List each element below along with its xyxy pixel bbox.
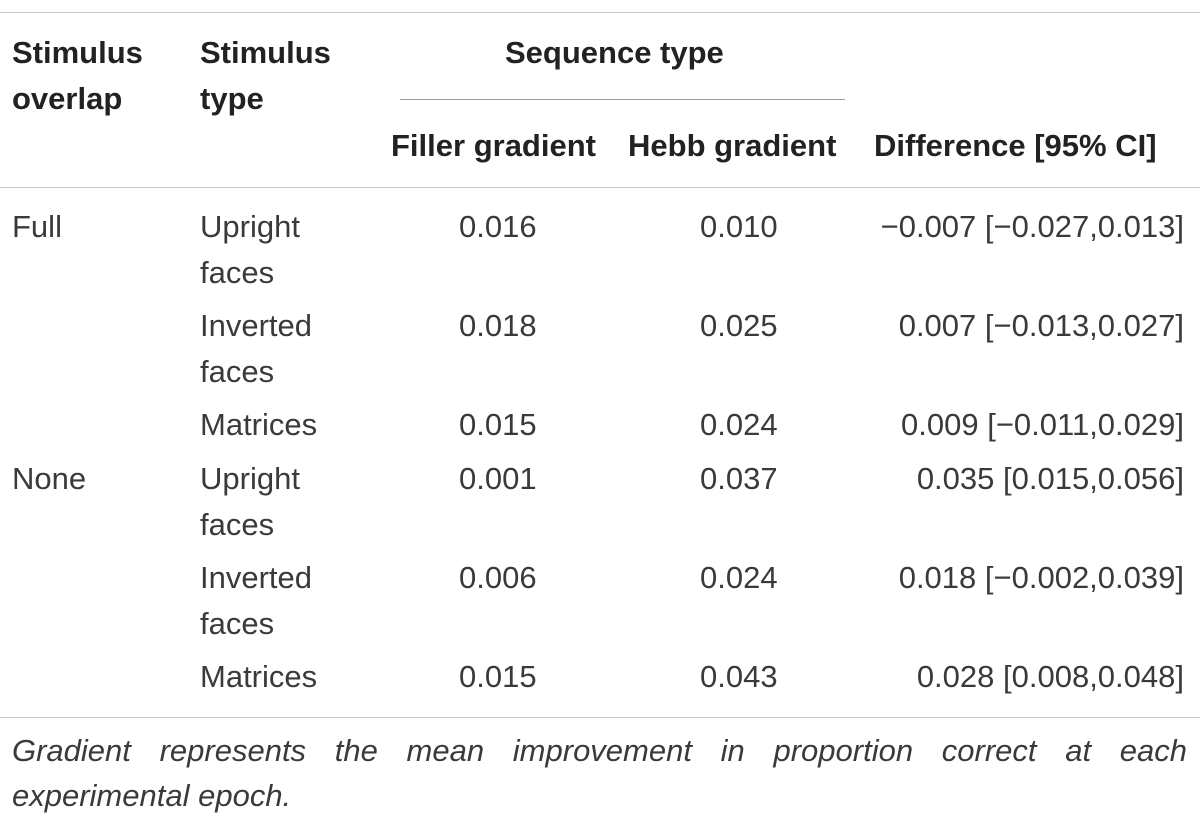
table-footnote: Gradient represents the mean improvement… [12,733,1187,813]
cell-difference: 0.028 [0.008,0.048] [916,659,1184,694]
cell-hebb-gradient: 0.043 [700,659,778,694]
header-filler-gradient: Filler gradient [391,128,596,163]
cell-hebb-gradient: 0.010 [700,209,778,244]
sequence-type-underline [400,99,845,100]
table-top-rule [0,12,1200,13]
table-bottom-rule [0,717,1200,718]
cell-stimulus-type: Matrices [200,659,318,694]
cell-filler-gradient: 0.015 [459,659,537,694]
cell-stimulus-type: Matrices [200,407,318,442]
cell-stimulus-overlap: Full [12,209,62,244]
cell-stimulus-overlap: None [12,461,87,496]
cell-stimulus-type: Upright faces [200,461,300,542]
cell-filler-gradient: 0.001 [459,461,537,496]
cell-difference: 0.018 [−0.002,0.039] [898,560,1184,595]
cell-filler-gradient: 0.006 [459,560,537,595]
header-hebb-gradient: Hebb gradient [628,128,837,163]
cell-hebb-gradient: 0.024 [700,407,778,442]
cell-hebb-gradient: 0.024 [700,560,778,595]
cell-difference: 0.035 [0.015,0.056] [916,461,1184,496]
cell-filler-gradient: 0.015 [459,407,537,442]
header-stimulus-overlap: Stimulus overlap [12,35,143,116]
cell-stimulus-type: Inverted faces [200,308,313,389]
header-rule [0,187,1200,188]
cell-difference: 0.007 [−0.013,0.027] [898,308,1184,343]
cell-difference: 0.009 [−0.011,0.029] [901,407,1184,442]
cell-filler-gradient: 0.018 [459,308,537,343]
cell-hebb-gradient: 0.025 [700,308,778,343]
header-stimulus-type: Stimulus type [200,35,331,116]
cell-filler-gradient: 0.016 [459,209,537,244]
cell-stimulus-type: Inverted faces [200,560,313,641]
header-sequence-type: Sequence type [505,35,724,70]
cell-difference: −0.007 [−0.027,0.013] [880,209,1184,244]
cell-stimulus-type: Upright faces [200,209,300,290]
cell-hebb-gradient: 0.037 [700,461,778,496]
header-difference: Difference [95% CI] [874,128,1157,163]
